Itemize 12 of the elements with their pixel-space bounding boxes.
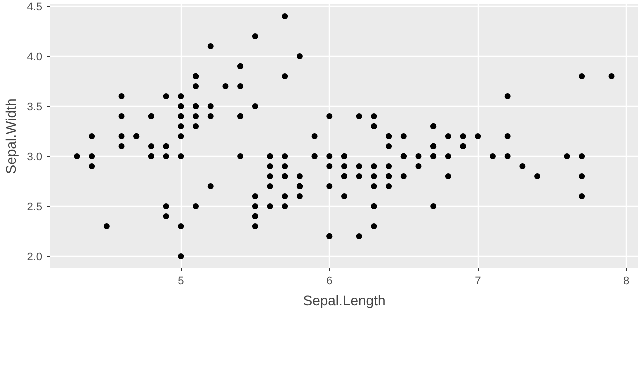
y-tick-label: 2.0 [27,252,43,264]
y-tick-label: 4.5 [27,2,43,14]
x-tick-label: 8 [624,276,630,288]
y-tick-label: 4.0 [27,52,43,64]
y-tick-label: 3.5 [27,102,43,114]
x-tick-label: 6 [326,276,333,288]
x-tick-label: 7 [475,276,482,288]
y-tick-label: 2.5 [27,202,43,214]
x-tick-label: 5 [178,276,184,288]
y-axis-title: Sepal.Width [3,98,20,174]
x-axis-title: Sepal.Length [303,292,386,308]
y-tick-label: 3.0 [27,152,43,164]
